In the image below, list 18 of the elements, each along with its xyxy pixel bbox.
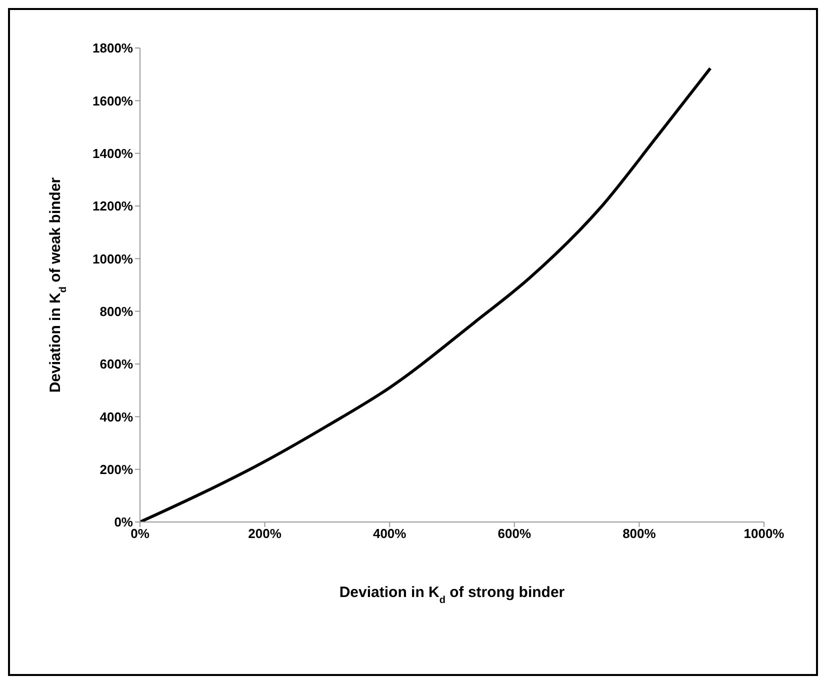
x-tick-label: 0%: [130, 526, 150, 542]
y-tick-label: 600%: [100, 356, 134, 372]
y-tick-label: 200%: [100, 462, 134, 477]
line-series: [140, 66, 712, 522]
x-tick-label: 800%: [622, 526, 656, 542]
y-tick-label: 1600%: [92, 93, 134, 108]
y-tick-label: 1000%: [92, 251, 134, 266]
y-tick-label: 400%: [100, 409, 134, 424]
y-tick-label: 0%: [114, 514, 134, 530]
x-tick-label: 600%: [498, 526, 532, 542]
x-tick-label: 1000%: [744, 526, 785, 542]
y-tick-label: 1200%: [92, 198, 134, 214]
y-tick-label: 1400%: [92, 146, 134, 161]
y-tick-label: 1800%: [92, 40, 134, 56]
x-axis-title: Deviation in K$_{d}$ of strong binder: [339, 584, 565, 606]
y-tick-label: 800%: [100, 304, 134, 319]
x-tick-label: 400%: [372, 526, 407, 542]
x-tick-label: 200%: [248, 526, 282, 542]
